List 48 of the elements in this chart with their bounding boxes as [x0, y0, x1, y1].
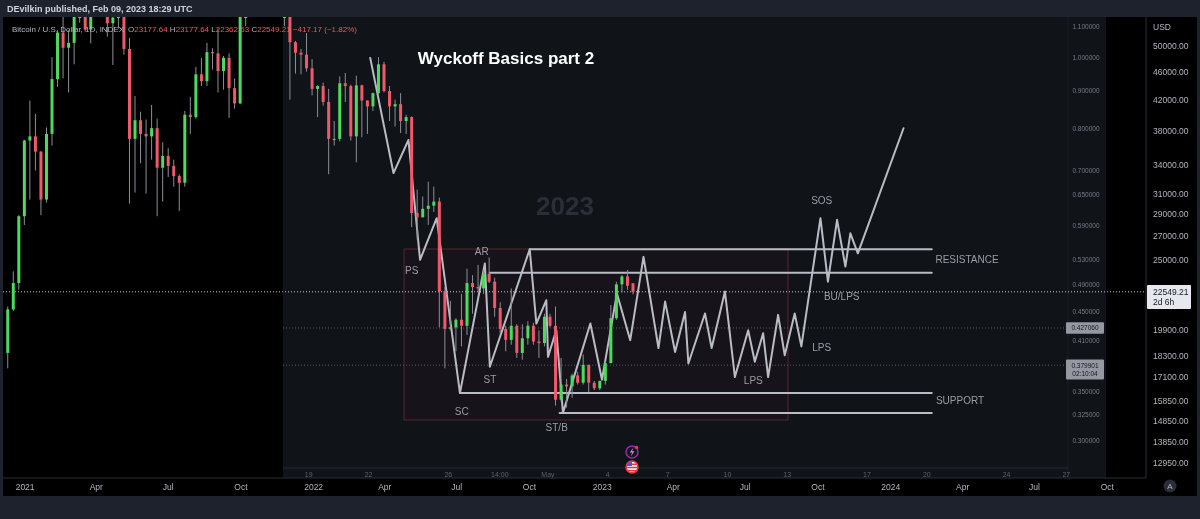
y-tick-label: 18300.00	[1153, 351, 1189, 362]
x-tick-label: Jul	[451, 482, 463, 492]
x-tick-label: Apr	[956, 482, 970, 492]
y-tick-label: 19900.00	[1153, 325, 1189, 336]
x-tick-label: 2023	[592, 482, 612, 492]
y-tick-label: 14850.00	[1153, 415, 1189, 426]
auto-scale-button: A	[1163, 479, 1177, 493]
y-tick-label: 17100.00	[1153, 372, 1189, 383]
annotation: SOS	[811, 194, 833, 206]
x-tick-label: Apr	[378, 482, 392, 492]
annotation: SUPPORT	[935, 394, 985, 406]
y-tick-label: 13850.00	[1153, 437, 1189, 448]
y-tick-label: 25000.00	[1153, 254, 1189, 265]
y-tick-label: 34000.00	[1153, 159, 1189, 170]
annotation: ST	[483, 373, 497, 385]
y-tick-label: 29000.00	[1153, 209, 1189, 220]
x-tick-label: Jul	[162, 482, 174, 492]
text: DEvilkin published, Feb 09, 2023 18:29 UTC	[7, 4, 194, 14]
x-tick-label: Apr	[89, 482, 104, 492]
y-axis-title: USD	[1153, 22, 1171, 32]
annotation: SC	[454, 406, 469, 418]
x-tick-label: Jul	[739, 482, 751, 492]
y-tick-label: 31000.00	[1153, 188, 1189, 199]
x-tick-label: 2021	[15, 482, 35, 492]
x-tick-label: Oct	[811, 482, 826, 492]
annotation: ST/B	[545, 421, 569, 433]
y-tick-label: 50000.00	[1153, 40, 1189, 51]
annotation: RESISTANCE	[935, 253, 999, 265]
ref-line-label: 22549.21 2d 6h	[1153, 286, 1189, 308]
y-tick-label: 12950.00	[1153, 458, 1189, 469]
y-tick-label: 27000.00	[1153, 231, 1189, 242]
x-tick-label: Oct	[1100, 482, 1115, 492]
x-tick-label: 2022	[304, 482, 324, 492]
y-tick-label: 15850.00	[1153, 395, 1189, 406]
y-tick-label: 42000.00	[1153, 94, 1189, 105]
x-tick-label: Oct	[234, 482, 249, 492]
y-tick-label: 46000.00	[1153, 66, 1189, 77]
x-tick-label: Jul	[1029, 482, 1041, 492]
annotation: AR	[474, 246, 489, 258]
annotation: BU/LPS	[823, 290, 860, 302]
x-tick-label: Oct	[522, 482, 537, 492]
x-tick-label: Apr	[666, 482, 681, 492]
annotation: LPS	[812, 341, 832, 353]
y-tick-label: 38000.00	[1153, 125, 1189, 136]
x-tick-label: 2024	[881, 482, 901, 492]
annotation: LPS	[743, 374, 764, 386]
annotation: PS	[405, 264, 419, 276]
text: Wyckoff Basics part 2	[417, 48, 595, 68]
